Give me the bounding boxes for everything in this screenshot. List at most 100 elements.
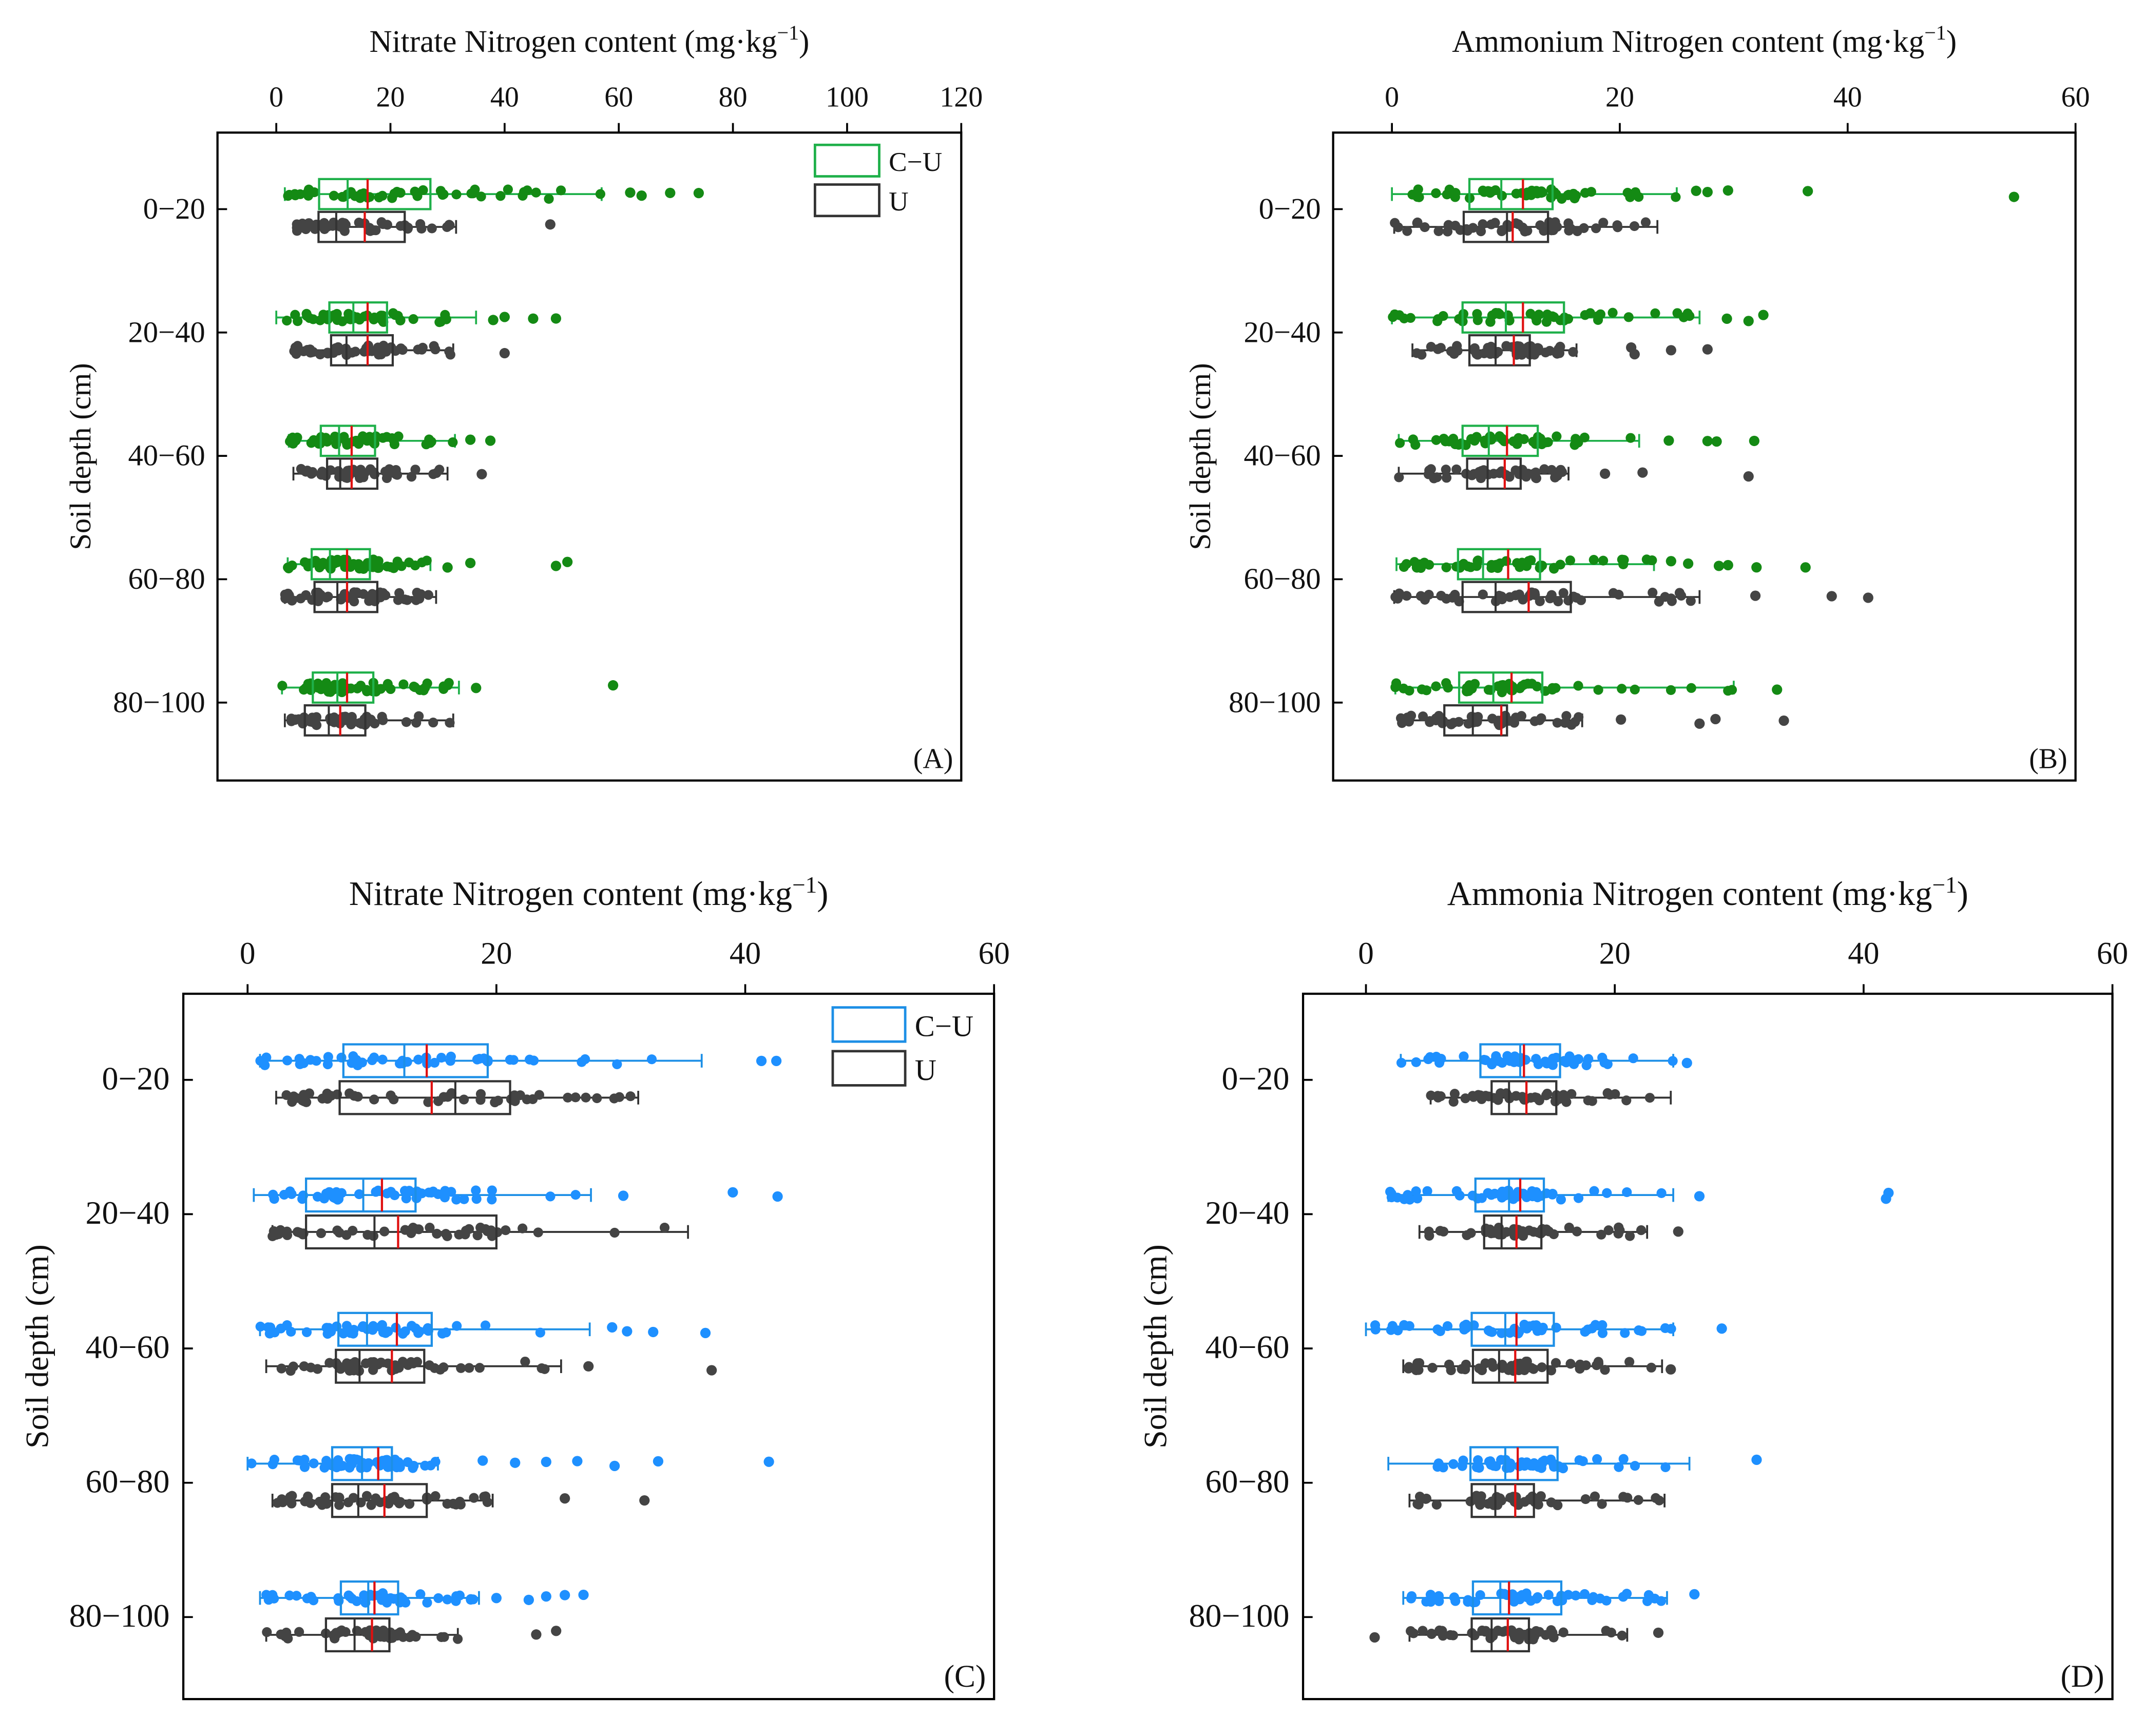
data-point (398, 1328, 408, 1339)
x-tick-label: 60 (604, 82, 633, 113)
data-point (1438, 311, 1448, 321)
data-point (299, 1462, 310, 1472)
data-point (1434, 1596, 1444, 1607)
data-point (299, 1454, 310, 1465)
data-point (1656, 1188, 1667, 1199)
data-point (357, 1057, 367, 1068)
data-point (318, 557, 328, 568)
x-tick-label: 0 (1385, 82, 1399, 113)
data-point (1590, 1320, 1601, 1330)
x-axis-title: Nitrate Nitrogen content (mg·kg−1) (369, 21, 809, 59)
data-point (306, 1592, 316, 1602)
data-point (365, 432, 375, 442)
data-point (1396, 1057, 1407, 1068)
data-point (1505, 592, 1515, 602)
outlier-point (477, 1455, 488, 1466)
data-point (540, 1364, 550, 1374)
data-point (1486, 560, 1497, 570)
data-point (1514, 433, 1524, 443)
data-point (301, 590, 311, 601)
outlier-point (550, 313, 562, 324)
data-point (1466, 1228, 1476, 1238)
data-point (1448, 718, 1459, 728)
outlier-point (510, 1457, 521, 1468)
data-point (453, 1634, 463, 1644)
data-point (286, 1498, 297, 1509)
data-point (349, 596, 359, 607)
data-point (276, 1363, 286, 1374)
data-point (1425, 1052, 1435, 1062)
data-point (1399, 562, 1409, 572)
box-U-0−20 (1390, 210, 1659, 243)
data-point (1390, 682, 1401, 692)
data-point (1561, 1097, 1572, 1107)
data-point (1509, 1230, 1520, 1241)
data-point (659, 1222, 670, 1233)
data-point (1533, 343, 1543, 354)
iqr-box (319, 425, 376, 457)
data-point (386, 684, 396, 695)
data-point (1392, 593, 1403, 604)
data-point (1505, 1328, 1515, 1338)
data-point (1579, 1589, 1590, 1599)
data-point (1488, 1631, 1498, 1641)
y-tick-label: 40−60 (1205, 1329, 1290, 1365)
iqr-box (318, 178, 432, 210)
data-point (1668, 1056, 1678, 1066)
data-point (1399, 683, 1409, 693)
x-tick-label: 100 (826, 82, 869, 113)
data-point (1630, 1461, 1640, 1471)
data-point (1505, 1462, 1515, 1473)
x-tick-label: 20 (376, 82, 405, 113)
data-point (354, 218, 364, 228)
data-point (519, 187, 529, 197)
data-point (1472, 315, 1483, 325)
x-axis-title-end: ) (1957, 875, 1968, 913)
iqr-box (1469, 1446, 1559, 1481)
x-axis-title-superscript: −1 (1932, 872, 1957, 898)
data-point (379, 1226, 390, 1237)
data-point (1411, 1365, 1421, 1376)
data-point (471, 1194, 482, 1204)
box-C−U-80−100 (277, 671, 619, 704)
outlier-point (1673, 1226, 1683, 1237)
data-point (1426, 342, 1436, 352)
data-point (1399, 1320, 1409, 1330)
data-point (1514, 589, 1524, 600)
data-point (260, 1060, 270, 1070)
data-point (381, 473, 392, 484)
data-point (1654, 1495, 1664, 1506)
data-point (1451, 464, 1462, 475)
data-point (329, 310, 339, 320)
data-point (378, 219, 388, 229)
box-U-0−20 (292, 210, 556, 243)
data-point (503, 184, 513, 195)
legend-label: U (889, 186, 908, 217)
x-axis-title-text: Ammonia Nitrogen content (mg·kg (1447, 875, 1932, 913)
data-point (369, 1357, 379, 1367)
y-tick-label: 0−20 (102, 1060, 170, 1096)
data-point (269, 1194, 279, 1204)
data-point (1496, 1495, 1506, 1506)
x-tick-label: 0 (240, 936, 256, 971)
data-point (395, 1462, 405, 1472)
iqr-box (1483, 1214, 1543, 1250)
data-point (469, 1493, 479, 1503)
box-C−U-20−40 (253, 1178, 783, 1213)
box-U-40−60 (265, 1348, 717, 1384)
data-point (570, 1190, 581, 1200)
data-point (1508, 1364, 1519, 1375)
data-point (316, 1228, 327, 1239)
x-axis-title-text: Nitrate Nitrogen content (mg·kg (369, 24, 777, 59)
data-point (415, 685, 425, 695)
data-point (373, 1590, 384, 1600)
data-point (290, 342, 300, 353)
x-tick-label: 20 (481, 936, 512, 971)
iqr-box (317, 210, 406, 243)
data-point (1573, 681, 1583, 691)
data-point (1656, 1596, 1667, 1606)
data-point (1620, 1328, 1630, 1338)
y-tick-label: 60−80 (1243, 562, 1320, 595)
data-point (1509, 718, 1520, 728)
box-C−U-80−100 (1390, 671, 1783, 704)
